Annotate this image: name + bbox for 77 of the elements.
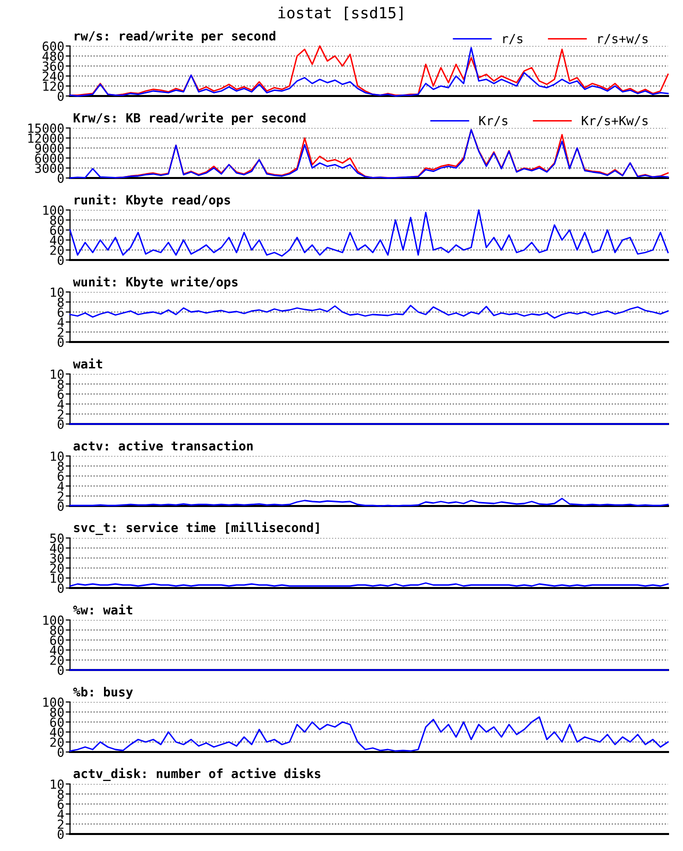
y-tick-label: 360 <box>42 62 64 71</box>
y-tick-label: 0 <box>58 748 64 757</box>
y-tick-label: 0 <box>58 256 64 265</box>
y-tick-label: 4 <box>58 810 64 819</box>
chart-subtitle: svc_t: service time [millisecond] <box>74 522 319 535</box>
y-tick-label: 10 <box>50 574 64 583</box>
y-tick-label: 480 <box>42 52 64 61</box>
y-tick-label: 2 <box>58 410 64 419</box>
y-tick-label: 60 <box>50 226 64 235</box>
y-tick-label: 6000 <box>35 154 64 163</box>
y-tick-label: 12000 <box>28 134 64 143</box>
y-tick-label: 50 <box>50 534 64 543</box>
chart-subtitle: %w: wait <box>73 604 132 615</box>
chart-subtitle: runit: Kbyte read/ops <box>74 194 230 207</box>
y-tick-label: 2 <box>58 820 64 829</box>
y-tick-label: 80 <box>50 708 64 717</box>
chart-subtitle: %b: busy <box>73 686 133 699</box>
y-tick-label: 240 <box>42 72 64 81</box>
chart-title: iostat [ssd15] <box>278 6 402 20</box>
y-tick-label: 0 <box>58 584 64 593</box>
y-tick-label: 0 <box>58 830 64 839</box>
y-tick-label: 8 <box>58 380 64 389</box>
y-tick-label: 0 <box>58 174 64 183</box>
y-tick-label: 2 <box>58 328 64 337</box>
chart-subtitle: actv_disk: number of active disks <box>74 768 320 781</box>
y-tick-label: 10 <box>50 288 64 297</box>
y-tick-label: 60 <box>50 718 64 727</box>
y-tick-label: 40 <box>50 646 64 655</box>
chart-subtitle: wunit: Kbyte write/ops <box>72 276 238 289</box>
y-tick-label: 20 <box>50 564 64 573</box>
y-tick-label: 20 <box>50 738 64 747</box>
y-tick-label: 0 <box>58 92 64 101</box>
y-tick-label: 15000 <box>28 124 64 133</box>
y-tick-label: 8 <box>58 298 64 307</box>
y-tick-label: 600 <box>42 42 64 51</box>
y-tick-label: 60 <box>50 636 64 645</box>
y-tick-label: 4 <box>58 318 64 327</box>
y-tick-label: 6 <box>58 308 64 317</box>
line-series <box>69 304 669 319</box>
y-tick-label: 10 <box>50 780 64 789</box>
y-tick-label: 8 <box>58 462 64 471</box>
y-tick-label: 0 <box>58 666 64 675</box>
y-tick-label: 4 <box>58 482 64 491</box>
y-tick-label: 2 <box>58 492 64 501</box>
y-tick-label: 100 <box>43 616 64 625</box>
legend-label: r/s <box>503 34 522 44</box>
y-tick-label: 20 <box>50 246 64 255</box>
chart-subtitle: actv: active transaction <box>74 440 253 451</box>
y-tick-label: 3000 <box>35 164 64 173</box>
line-series <box>69 209 669 257</box>
y-tick-label: 30 <box>50 554 64 563</box>
y-tick-label: 100 <box>43 206 64 215</box>
y-tick-label: 4 <box>58 400 64 409</box>
legend-label: Kr/s+Kw/s <box>582 116 648 126</box>
y-tick-label: 6 <box>58 800 64 809</box>
chart-subtitle: Krw/s: KB read/write per second <box>74 112 306 125</box>
y-tick-label: 6 <box>58 390 64 399</box>
chart-subtitle: wait <box>72 358 102 369</box>
y-tick-label: 40 <box>50 544 64 553</box>
y-tick-label: 10 <box>50 370 64 379</box>
y-tick-label: 40 <box>50 236 64 245</box>
y-tick-label: 120 <box>43 82 64 91</box>
y-tick-label: 40 <box>50 728 64 737</box>
y-tick-label: 0 <box>58 338 64 347</box>
y-tick-label: 100 <box>43 698 64 707</box>
y-tick-label: 80 <box>50 216 64 225</box>
y-tick-label: 6 <box>58 472 64 481</box>
chart-subtitle: rw/s: read/write per second <box>74 30 276 43</box>
y-tick-label: 20 <box>50 656 64 665</box>
y-tick-label: 8 <box>58 790 64 799</box>
y-tick-label: 10 <box>50 452 64 461</box>
y-tick-label: 80 <box>50 626 64 635</box>
y-tick-label: 0 <box>58 420 64 429</box>
legend-label: Kr/s <box>479 116 508 126</box>
y-tick-label: 9000 <box>35 144 64 153</box>
legend-label: r/s+w/s <box>598 34 648 44</box>
y-tick-label: 0 <box>58 502 64 511</box>
